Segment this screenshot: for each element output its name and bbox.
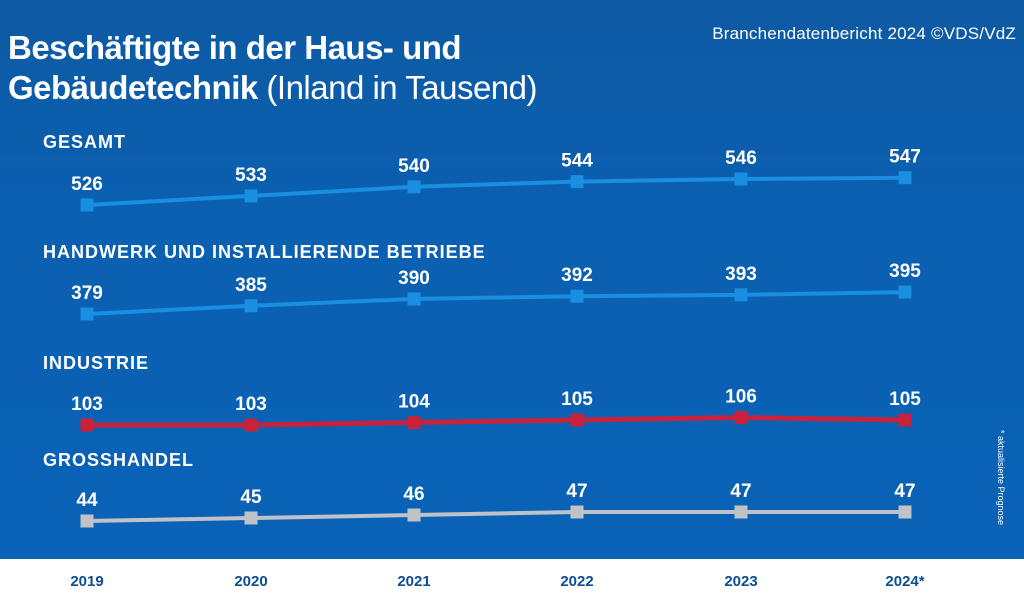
data-label-grosshandel: 46 [403,484,424,505]
data-point-grosshandel [407,508,421,522]
data-point-grosshandel [570,505,584,519]
data-point-industrie [734,411,748,424]
data-label-handwerk: 390 [398,268,430,289]
data-point-handwerk [407,292,421,306]
x-axis: 2019 2020 2021 2022 2023 2024* [0,559,1024,607]
data-point-grosshandel [244,511,258,525]
data-point-industrie [898,413,912,427]
data-point-gesamt [244,189,258,203]
data-label-industrie: 103 [71,394,103,415]
series-label-grosshandel: GROSSHANDEL [43,450,194,470]
data-label-gesamt: 544 [561,151,593,172]
data-label-industrie: 104 [398,392,430,413]
data-label-grosshandel: 45 [240,487,262,508]
chart-title: Beschäftigte in der Haus- und Gebäudetec… [8,28,608,108]
data-label-industrie: 105 [561,389,593,410]
data-label-industrie: 106 [725,387,757,408]
x-tick-label: 2023 [724,573,758,590]
data-label-grosshandel: 47 [566,481,587,502]
series-label-industrie: INDUSTRIE [43,353,149,373]
data-label-handwerk: 385 [235,275,267,296]
chart-panel: Beschäftigte in der Haus- und Gebäudetec… [0,0,1024,559]
data-point-grosshandel [80,514,94,528]
data-point-industrie [80,418,94,432]
data-point-industrie [244,418,258,432]
data-label-grosshandel: 44 [76,490,98,511]
data-label-industrie: 103 [235,394,267,415]
series-line-handwerk [86,290,906,316]
data-label-handwerk: 392 [561,265,593,286]
data-label-handwerk: 395 [889,261,921,282]
series-grosshandel: GROSSHANDEL 44 45 46 47 47 47 [43,450,916,528]
series-line-grosshandel [86,510,905,523]
series-gesamt: GESAMT 526 533 540 544 546 547 [43,132,921,212]
data-label-gesamt: 546 [725,148,757,169]
data-label-gesamt: 526 [71,174,103,195]
series-label-handwerk: HANDWERK UND INSTALLIERENDE BETRIEBE [43,242,486,262]
x-tick-label: 2021 [397,573,431,590]
data-label-grosshandel: 47 [730,481,751,502]
series-line-industrie [87,415,906,428]
data-label-grosshandel: 47 [894,481,915,502]
chart-title-unit: (Inland in Tausend) [266,69,537,106]
data-label-handwerk: 393 [725,264,757,285]
data-point-industrie [407,416,421,429]
series-label-gesamt: GESAMT [43,132,126,152]
x-tick-label: 2024* [885,573,925,590]
data-label-gesamt: 540 [398,156,430,177]
line-chart: GESAMT 526 533 540 544 546 547 HANDWERK UND INS… [43,132,921,528]
data-label-gesamt: 533 [235,165,267,186]
x-tick-label: 2022 [560,573,594,590]
data-point-handwerk [570,289,584,303]
data-point-grosshandel [898,505,912,519]
data-point-gesamt [898,171,912,185]
x-tick-label: 2019 [70,573,104,590]
series-line-gesamt [86,175,906,207]
data-label-handwerk: 379 [71,283,103,304]
data-point-grosshandel [734,505,748,519]
chart-title-bold: Beschäftigte in der Haus- und Gebäudetec… [8,29,462,106]
data-point-handwerk [244,299,258,313]
data-point-handwerk [80,307,94,321]
source-credit: Branchendatenbericht 2024 ©VDS/VdZ [712,24,1016,43]
x-tick-label: 2020 [234,573,268,590]
data-point-gesamt [80,198,94,212]
data-label-industrie: 105 [889,389,921,410]
series-industrie: INDUSTRIE 103 103 104 105 106 105 [43,353,921,432]
data-point-handwerk [734,288,748,302]
data-point-gesamt [407,180,421,194]
data-point-gesamt [570,175,584,189]
series-handwerk: HANDWERK UND INSTALLIERENDE BETRIEBE 379 3… [43,242,921,321]
data-point-gesamt [734,172,748,186]
data-point-handwerk [898,285,912,299]
data-label-gesamt: 547 [889,147,921,168]
data-point-industrie [570,413,584,427]
